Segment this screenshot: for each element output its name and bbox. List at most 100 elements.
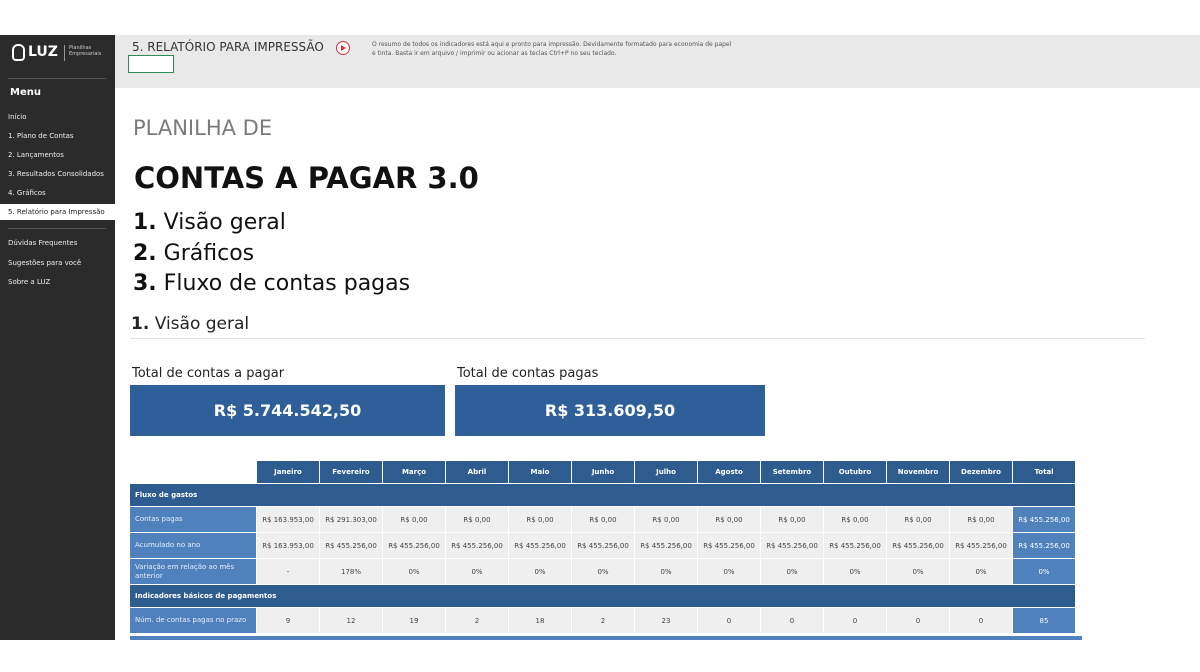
cell: 2 (446, 608, 508, 633)
doc-kicker: PLANILHA DE (133, 116, 273, 140)
data-row: Variação em relação ao mês anterior -178%… (130, 559, 1075, 584)
cell: 85 (1013, 608, 1075, 633)
cell: 9 (257, 608, 319, 633)
cell: 0% (635, 559, 697, 584)
menu-item[interactable]: 2. Lançamentos (8, 151, 64, 159)
cell: 0% (383, 559, 445, 584)
cell: 2 (572, 608, 634, 633)
row-label: Variação em relação ao mês anterior (130, 559, 256, 584)
row-label: Núm. de contas pagas no prazo (130, 608, 256, 633)
cell: R$ 0,00 (572, 507, 634, 532)
cell: R$ 455.256,00 (761, 533, 823, 558)
column-header: Maio (509, 461, 571, 483)
cell: R$ 455.256,00 (635, 533, 697, 558)
cell: R$ 455.256,00 (572, 533, 634, 558)
section-number: 1. (131, 314, 150, 334)
cell: R$ 455.256,00 (824, 533, 886, 558)
page-title: 5. RELATÓRIO PARA IMPRESSÃO (132, 40, 324, 54)
cell: 0 (698, 608, 760, 633)
cell: 0% (887, 559, 949, 584)
column-header: Janeiro (257, 461, 319, 483)
menu-item[interactable]: Dúvidas Frequentes (8, 239, 78, 247)
cell: 18 (509, 608, 571, 633)
card-label: Total de contas pagas (457, 366, 599, 381)
cell: R$ 0,00 (383, 507, 445, 532)
section-row: Fluxo de gastos (130, 484, 1075, 506)
column-header: Março (383, 461, 445, 483)
divider (8, 228, 106, 229)
row-label: Acumulado no ano (130, 533, 256, 558)
cell: R$ 0,00 (635, 507, 697, 532)
column-header: Outubro (824, 461, 886, 483)
cell: R$ 455.256,00 (383, 533, 445, 558)
section-label: Visão geral (154, 314, 250, 334)
cell: R$ 291.303,00 (320, 507, 382, 532)
card-value: R$ 5.744.542,50 (130, 385, 445, 436)
menu-title: Menu (10, 87, 41, 98)
cell: 0% (950, 559, 1012, 584)
divider (130, 338, 1145, 339)
toc-number: 1. (133, 210, 157, 235)
doc-title: CONTAS A PAGAR 3.0 (134, 161, 479, 195)
cell: 0% (446, 559, 508, 584)
cell: R$ 455.256,00 (950, 533, 1012, 558)
cell-selection (128, 55, 174, 73)
cell: 0 (824, 608, 886, 633)
logo: LUZ (28, 44, 58, 60)
menu-item[interactable]: Sugestões para você (8, 258, 82, 267)
cell: R$ 455.256,00 (1013, 533, 1075, 558)
top-bar: 5. RELATÓRIO PARA IMPRESSÃO O resumo de … (115, 35, 1200, 88)
current-section: 1. Visão geral (131, 314, 249, 334)
row-label: Contas pagas (130, 507, 256, 532)
menu-item[interactable]: 5. Relatório para Impressão (0, 204, 115, 220)
cell: R$ 455.256,00 (320, 533, 382, 558)
column-header: Junho (572, 461, 634, 483)
cell: R$ 455.256,00 (509, 533, 571, 558)
table: Janeiro Fevereiro Março Abril Maio Junho Julho… (129, 460, 1076, 634)
column-header: Agosto (698, 461, 760, 483)
column-header: Abril (446, 461, 508, 483)
data-row: Contas pagas R$ 163.953,00 R$ 291.303,00 R$… (130, 507, 1075, 532)
cell: 178% (320, 559, 382, 584)
section-title: Indicadores básicos de pagamentos (130, 585, 1075, 607)
toc-item: 2. Gráficos (133, 241, 254, 266)
corner (130, 461, 256, 483)
description: O resumo de todos os indicadores está aq… (372, 41, 732, 57)
menu-item[interactable]: 1. Plano de Contas (8, 132, 74, 140)
cell: R$ 0,00 (446, 507, 508, 532)
header-row: Janeiro Fevereiro Março Abril Maio Junho Julho… (130, 461, 1075, 483)
section-row: Indicadores básicos de pagamentos (130, 585, 1075, 607)
toc-label: Gráficos (163, 240, 255, 266)
cell: R$ 0,00 (824, 507, 886, 532)
cell: R$ 163.953,00 (257, 507, 319, 532)
logo-icon (12, 44, 25, 61)
toc-number: 3. (133, 271, 157, 296)
toc-item: 1. Visão geral (133, 210, 286, 235)
column-header: Julho (635, 461, 697, 483)
cell: R$ 0,00 (698, 507, 760, 532)
menu-item[interactable]: 3. Resultados Consolidados (8, 170, 104, 178)
cell: R$ 455.256,00 (887, 533, 949, 558)
logo-divider (64, 45, 65, 61)
cell: 0% (698, 559, 760, 584)
sidebar: LUZ Planilhas Empresariais Menu Início 1.… (0, 35, 115, 640)
cell: R$ 0,00 (509, 507, 571, 532)
menu-item[interactable]: Sobre a LUZ (8, 278, 51, 286)
card-label: Total de contas a pagar (132, 366, 285, 381)
cell: R$ 0,00 (887, 507, 949, 532)
column-header: Total (1013, 461, 1075, 483)
logo-subtitle: Planilhas Empresariais (69, 45, 102, 57)
report-table: Janeiro Fevereiro Março Abril Maio Junho Julho… (129, 460, 1076, 634)
menu-item[interactable]: 4. Gráficos (8, 189, 46, 197)
cell: 0% (761, 559, 823, 584)
play-button[interactable] (336, 41, 350, 55)
cell: 23 (635, 608, 697, 633)
card-value: R$ 313.609,50 (455, 385, 765, 436)
toc-label: Visão geral (163, 210, 286, 235)
cell: 0% (1013, 559, 1075, 584)
data-row: Acumulado no ano R$ 163.953,00 R$ 455.256,… (130, 533, 1075, 558)
cell: R$ 163.953,00 (257, 533, 319, 558)
menu-item[interactable]: Início (8, 113, 27, 121)
cell: 0 (887, 608, 949, 633)
